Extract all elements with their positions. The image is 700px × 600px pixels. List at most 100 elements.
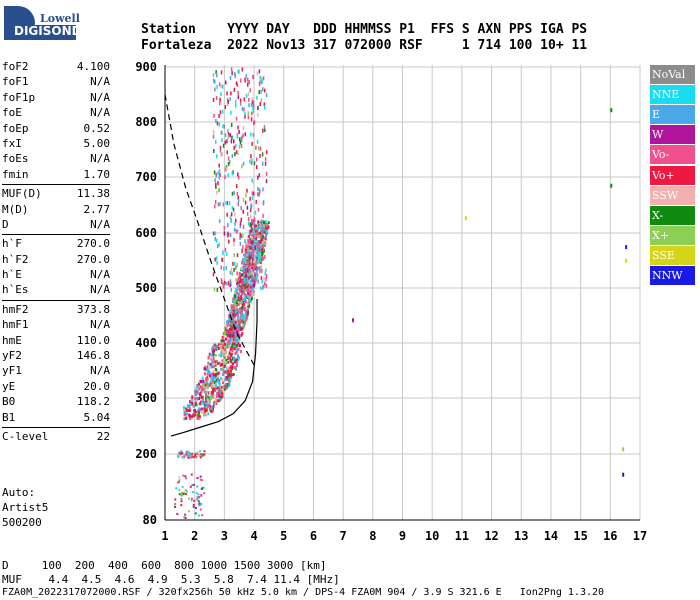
echo-mark [250, 204, 252, 209]
echo-mark [195, 491, 198, 494]
echo-mark [248, 80, 251, 85]
echo-mark [183, 417, 186, 421]
echo-mark [222, 84, 224, 89]
echo-mark [188, 451, 191, 454]
echo-mark [252, 287, 255, 291]
echo-mark [256, 256, 259, 260]
echo-mark [244, 293, 247, 297]
echo-mark [215, 190, 218, 195]
echo-mark [251, 97, 253, 102]
echo-mark [249, 251, 252, 255]
echo-mark [242, 283, 245, 287]
echo-mark [251, 158, 253, 163]
echo-mark [235, 301, 238, 305]
x-tick-label: 5 [280, 529, 287, 543]
echo-mark [243, 316, 246, 320]
echo-mark [240, 333, 243, 337]
echo-mark [241, 304, 244, 308]
echo-mark [218, 113, 220, 118]
echo-mark [242, 316, 245, 320]
echo-mark [239, 327, 242, 331]
echo-mark [226, 333, 229, 337]
echo-mark [198, 415, 201, 419]
echo-mark [203, 410, 206, 414]
echo-mark [239, 241, 242, 246]
echo-mark [206, 398, 209, 402]
echo-mark [234, 222, 236, 227]
echo-mark [222, 371, 225, 375]
echo-mark [194, 403, 197, 407]
echo-mark [199, 478, 202, 481]
echo-mark [241, 260, 243, 265]
echo-mark [212, 231, 215, 236]
echo-mark [201, 382, 204, 386]
echo-mark [211, 391, 214, 395]
echo-mark [226, 345, 229, 349]
echo-mark [243, 306, 246, 310]
echo-mark [203, 372, 206, 376]
echo-mark [191, 484, 194, 487]
echo-mark [226, 102, 229, 107]
echo-mark [247, 221, 250, 226]
echo-mark [194, 411, 197, 415]
echo-mark [231, 135, 233, 140]
echo-mark [247, 235, 250, 239]
echo-mark [215, 70, 217, 75]
echo-mark [246, 244, 249, 248]
echo-mark [257, 245, 260, 249]
x-tick-label: 4 [250, 529, 257, 543]
logo-banner [10, 25, 76, 40]
param-value: 11.38 [76, 187, 110, 201]
echo-mark [223, 329, 226, 333]
echo-mark [252, 245, 255, 249]
echo-mark [192, 505, 195, 508]
echo-mark [237, 198, 240, 203]
echo-mark [245, 74, 247, 79]
echo-mark [227, 355, 230, 359]
echo-mark [218, 379, 221, 383]
echo-mark [206, 372, 209, 376]
echo-mark [264, 222, 267, 226]
echo-mark [263, 248, 265, 253]
param-value: 2.77 [83, 202, 111, 216]
echo-mark [227, 100, 229, 105]
echo-mark [253, 180, 255, 185]
echo-mark [212, 402, 215, 406]
echo-mark [219, 201, 221, 206]
echo-mark [222, 344, 225, 348]
echo-mark [261, 235, 264, 239]
echo-mark [216, 344, 219, 348]
echo-mark [202, 379, 205, 383]
echo-mark [244, 261, 247, 265]
echo-mark [229, 309, 232, 313]
echo-mark [201, 514, 204, 517]
echo-mark [261, 245, 264, 249]
parameter-panel: foF2 4.100 foF1 N/A foF1p N/A foE N/A foEp 0.52 fx… [2, 60, 110, 445]
echo-mark [212, 272, 215, 277]
echo-mark [201, 395, 204, 399]
echo-mark [194, 396, 197, 400]
echo-mark [238, 344, 241, 348]
echo-mark [257, 243, 260, 247]
echo-mark [205, 412, 208, 416]
echo-mark [228, 341, 231, 345]
echo-mark [230, 315, 233, 319]
param-row-d: D N/A [2, 218, 110, 233]
echo-mark [189, 402, 192, 406]
echo-mark [260, 240, 263, 244]
echo-mark [194, 390, 197, 394]
echo-mark [193, 499, 196, 502]
echo-mark [196, 498, 199, 501]
echo-mark [212, 348, 215, 352]
echo-mark [233, 242, 235, 247]
param-separator [2, 184, 110, 186]
param-row-mufd: MUF(D) 11.38 [2, 187, 110, 202]
echo-mark [184, 475, 187, 478]
echo-mark [260, 286, 262, 291]
x-tick-label: 17 [633, 529, 647, 543]
echo-mark [239, 221, 242, 226]
param-separator [2, 426, 110, 428]
echo-mark [252, 74, 254, 79]
echo-mark [251, 229, 254, 233]
echo-mark [267, 225, 270, 229]
